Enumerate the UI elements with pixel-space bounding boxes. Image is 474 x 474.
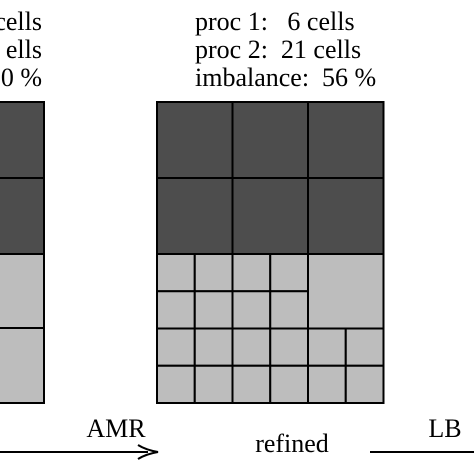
cell [269,364,309,404]
left-line: 0 % [1,63,42,92]
cell [307,253,385,330]
cell [156,101,234,179]
cell [193,253,234,293]
left-line: ells [6,35,42,64]
left-line: cells [0,7,42,36]
right-line: proc 2: 21 cells [195,35,361,64]
cell [231,101,309,179]
cell [307,364,347,404]
cell [156,327,196,367]
cell [231,177,309,255]
cell [269,327,309,367]
cell [156,364,196,404]
arrow-label: AMR [86,414,146,443]
cell [193,327,234,367]
right-line: imbalance: 56 % [195,63,376,92]
cell [269,290,309,330]
cell [193,364,234,404]
cell [193,290,234,330]
cell [231,364,272,404]
cell [156,253,196,293]
cell [231,290,272,330]
cell [307,327,347,367]
right-line: proc 1: 6 cells [195,7,355,36]
cell [344,364,385,404]
cell [231,253,272,293]
cell [344,327,385,367]
caption: refined [255,429,329,458]
left-grid [0,101,45,404]
cell [156,177,234,255]
right-grid [156,101,385,404]
cell [307,101,385,179]
cell [231,327,272,367]
cell [307,177,385,255]
cell [156,290,196,330]
cell [269,253,309,293]
arrow-label: LB [428,414,461,443]
arrow-head [137,444,159,460]
